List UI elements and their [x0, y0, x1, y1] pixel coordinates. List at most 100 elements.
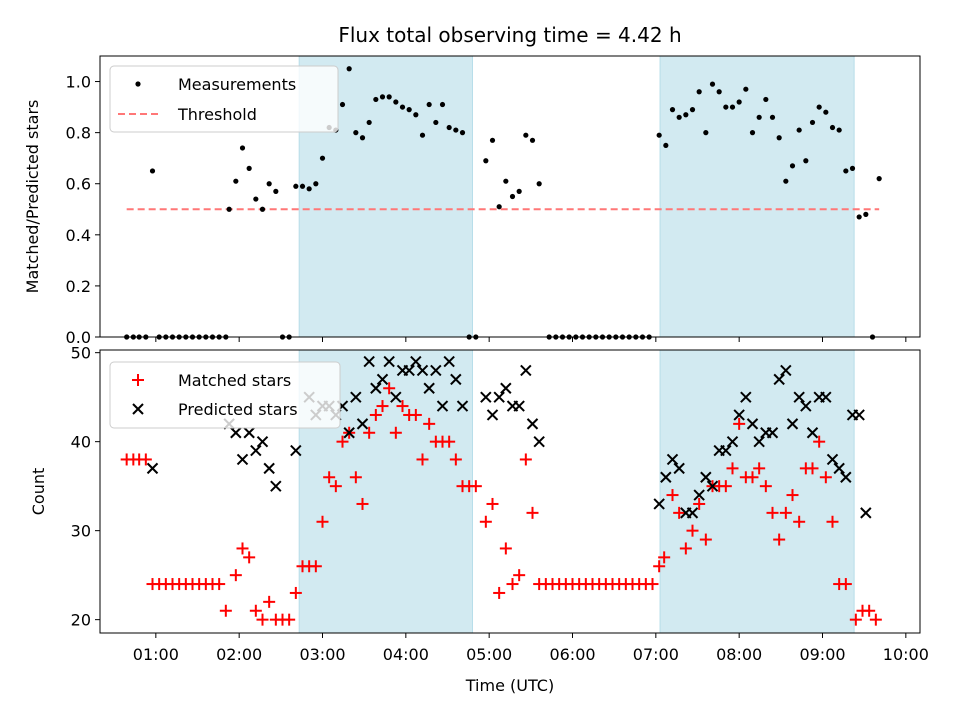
matched-star-point	[229, 569, 242, 582]
measurement-point	[776, 135, 782, 141]
predicted-star-point	[666, 453, 679, 466]
measurement-point	[503, 178, 509, 184]
predicted-star-point	[256, 435, 269, 448]
predicted-star-point	[146, 462, 159, 475]
measurement-point	[259, 206, 266, 212]
measurement-point	[149, 168, 156, 174]
bottom-x-ticks: 01:00 02:00 03:00 04:00 05:00 06:00 07:00 08:00…	[133, 633, 929, 664]
predicted-star-point	[806, 427, 819, 439]
predicted-star-point	[860, 507, 872, 519]
measurement-point	[253, 196, 259, 202]
measurement-point	[273, 188, 279, 194]
matched-star-point	[686, 524, 699, 537]
measurement-point	[353, 130, 359, 136]
predicted-star-point	[263, 462, 275, 475]
predicted-star-point	[363, 355, 375, 368]
matched-star-point	[653, 560, 666, 573]
measurement-point	[803, 158, 809, 164]
bottom-y-ticks: 20 30 40 50	[71, 344, 100, 630]
predicted-star-point	[390, 391, 402, 403]
measurement-point	[736, 99, 742, 105]
predicted-star-point	[826, 453, 839, 466]
bottom-shaded-intervals	[298, 349, 855, 634]
matched-star-point	[369, 408, 382, 421]
predicted-star-point	[660, 471, 672, 483]
x-tick-label: 10:00	[883, 645, 929, 664]
matched-star-point	[423, 417, 436, 430]
matched-star-point	[329, 480, 342, 493]
matched-star-point	[336, 435, 349, 448]
predicted-star-point	[250, 444, 262, 457]
top-y-tick-label: 0.4	[66, 226, 91, 245]
matched-star-point	[219, 604, 232, 617]
predicted-star-point	[526, 418, 539, 430]
matched-star-point	[469, 480, 482, 493]
measurement-point	[406, 107, 412, 113]
matched-star-point	[376, 400, 389, 413]
measurement-point	[723, 104, 729, 110]
matched-star-point	[869, 613, 882, 626]
measurement-point	[849, 165, 856, 171]
predicted-star-point	[493, 391, 505, 403]
matched-star-point	[699, 533, 712, 546]
measurement-point	[809, 119, 816, 126]
measurement-point	[413, 112, 419, 118]
measurement-point	[319, 155, 326, 161]
matched-star-point	[383, 382, 396, 395]
measurement-point	[359, 135, 366, 141]
matched-star-point	[673, 506, 686, 519]
matched-star-point	[283, 613, 296, 626]
matched-star-point	[323, 471, 336, 484]
matched-star-point	[839, 578, 852, 591]
top-y-tick-label: 0.8	[66, 124, 91, 143]
matched-star-point	[309, 560, 322, 573]
measurement-point	[789, 163, 796, 169]
measurement-point	[386, 94, 392, 100]
matched-star-point	[449, 453, 462, 466]
measurement-point	[823, 109, 829, 115]
matched-star-point	[519, 453, 532, 466]
measurement-point	[656, 132, 662, 138]
matched-star-point	[526, 506, 539, 519]
predicted-star-point	[486, 409, 499, 421]
measurement-point	[346, 66, 352, 72]
measurement-point	[696, 89, 702, 95]
predicted-star-point	[436, 400, 449, 412]
x-axis-label: Time (UTC)	[465, 676, 554, 695]
matched-star-point	[316, 515, 329, 528]
matched-star-point	[646, 578, 659, 591]
measurement-point	[453, 127, 459, 133]
measurement-point	[729, 104, 736, 110]
predicted-star-point	[720, 444, 732, 457]
matched-star-point	[679, 542, 692, 555]
predicted-star-point	[733, 409, 745, 421]
measurement-point	[339, 101, 346, 108]
matched-star-point	[666, 489, 679, 502]
measurement-point	[676, 114, 682, 120]
predicted-star-point	[350, 391, 362, 403]
matched-star-point	[849, 613, 862, 626]
matched-star-point	[356, 497, 369, 510]
matched-star-point	[779, 506, 792, 519]
measurement-point	[843, 168, 849, 174]
x-tick-label: 06:00	[549, 645, 595, 664]
predicted-star-point	[533, 435, 545, 448]
predicted-star-point	[800, 400, 812, 412]
predicted-star-point	[706, 480, 719, 492]
matched-star-point	[409, 408, 422, 421]
measurement-point	[856, 214, 862, 220]
matched-star-point	[243, 551, 256, 564]
measurement-point	[496, 204, 502, 210]
predicted-star-point	[290, 444, 302, 457]
predicted-star-point	[673, 462, 685, 475]
top-y-ticks: 0.0 0.2 0.4 0.6 0.8 1.0	[66, 73, 100, 347]
measurement-point	[783, 178, 789, 184]
predicted-star-point	[480, 391, 492, 403]
measurement-point	[769, 114, 776, 120]
measurement-point	[379, 94, 386, 100]
x-tick-label: 02:00	[216, 645, 262, 664]
top-y-tick-label: 1.0	[66, 73, 91, 92]
bottom-y-tick-label: 40	[71, 433, 91, 452]
legend-measurements-marker	[135, 81, 141, 87]
